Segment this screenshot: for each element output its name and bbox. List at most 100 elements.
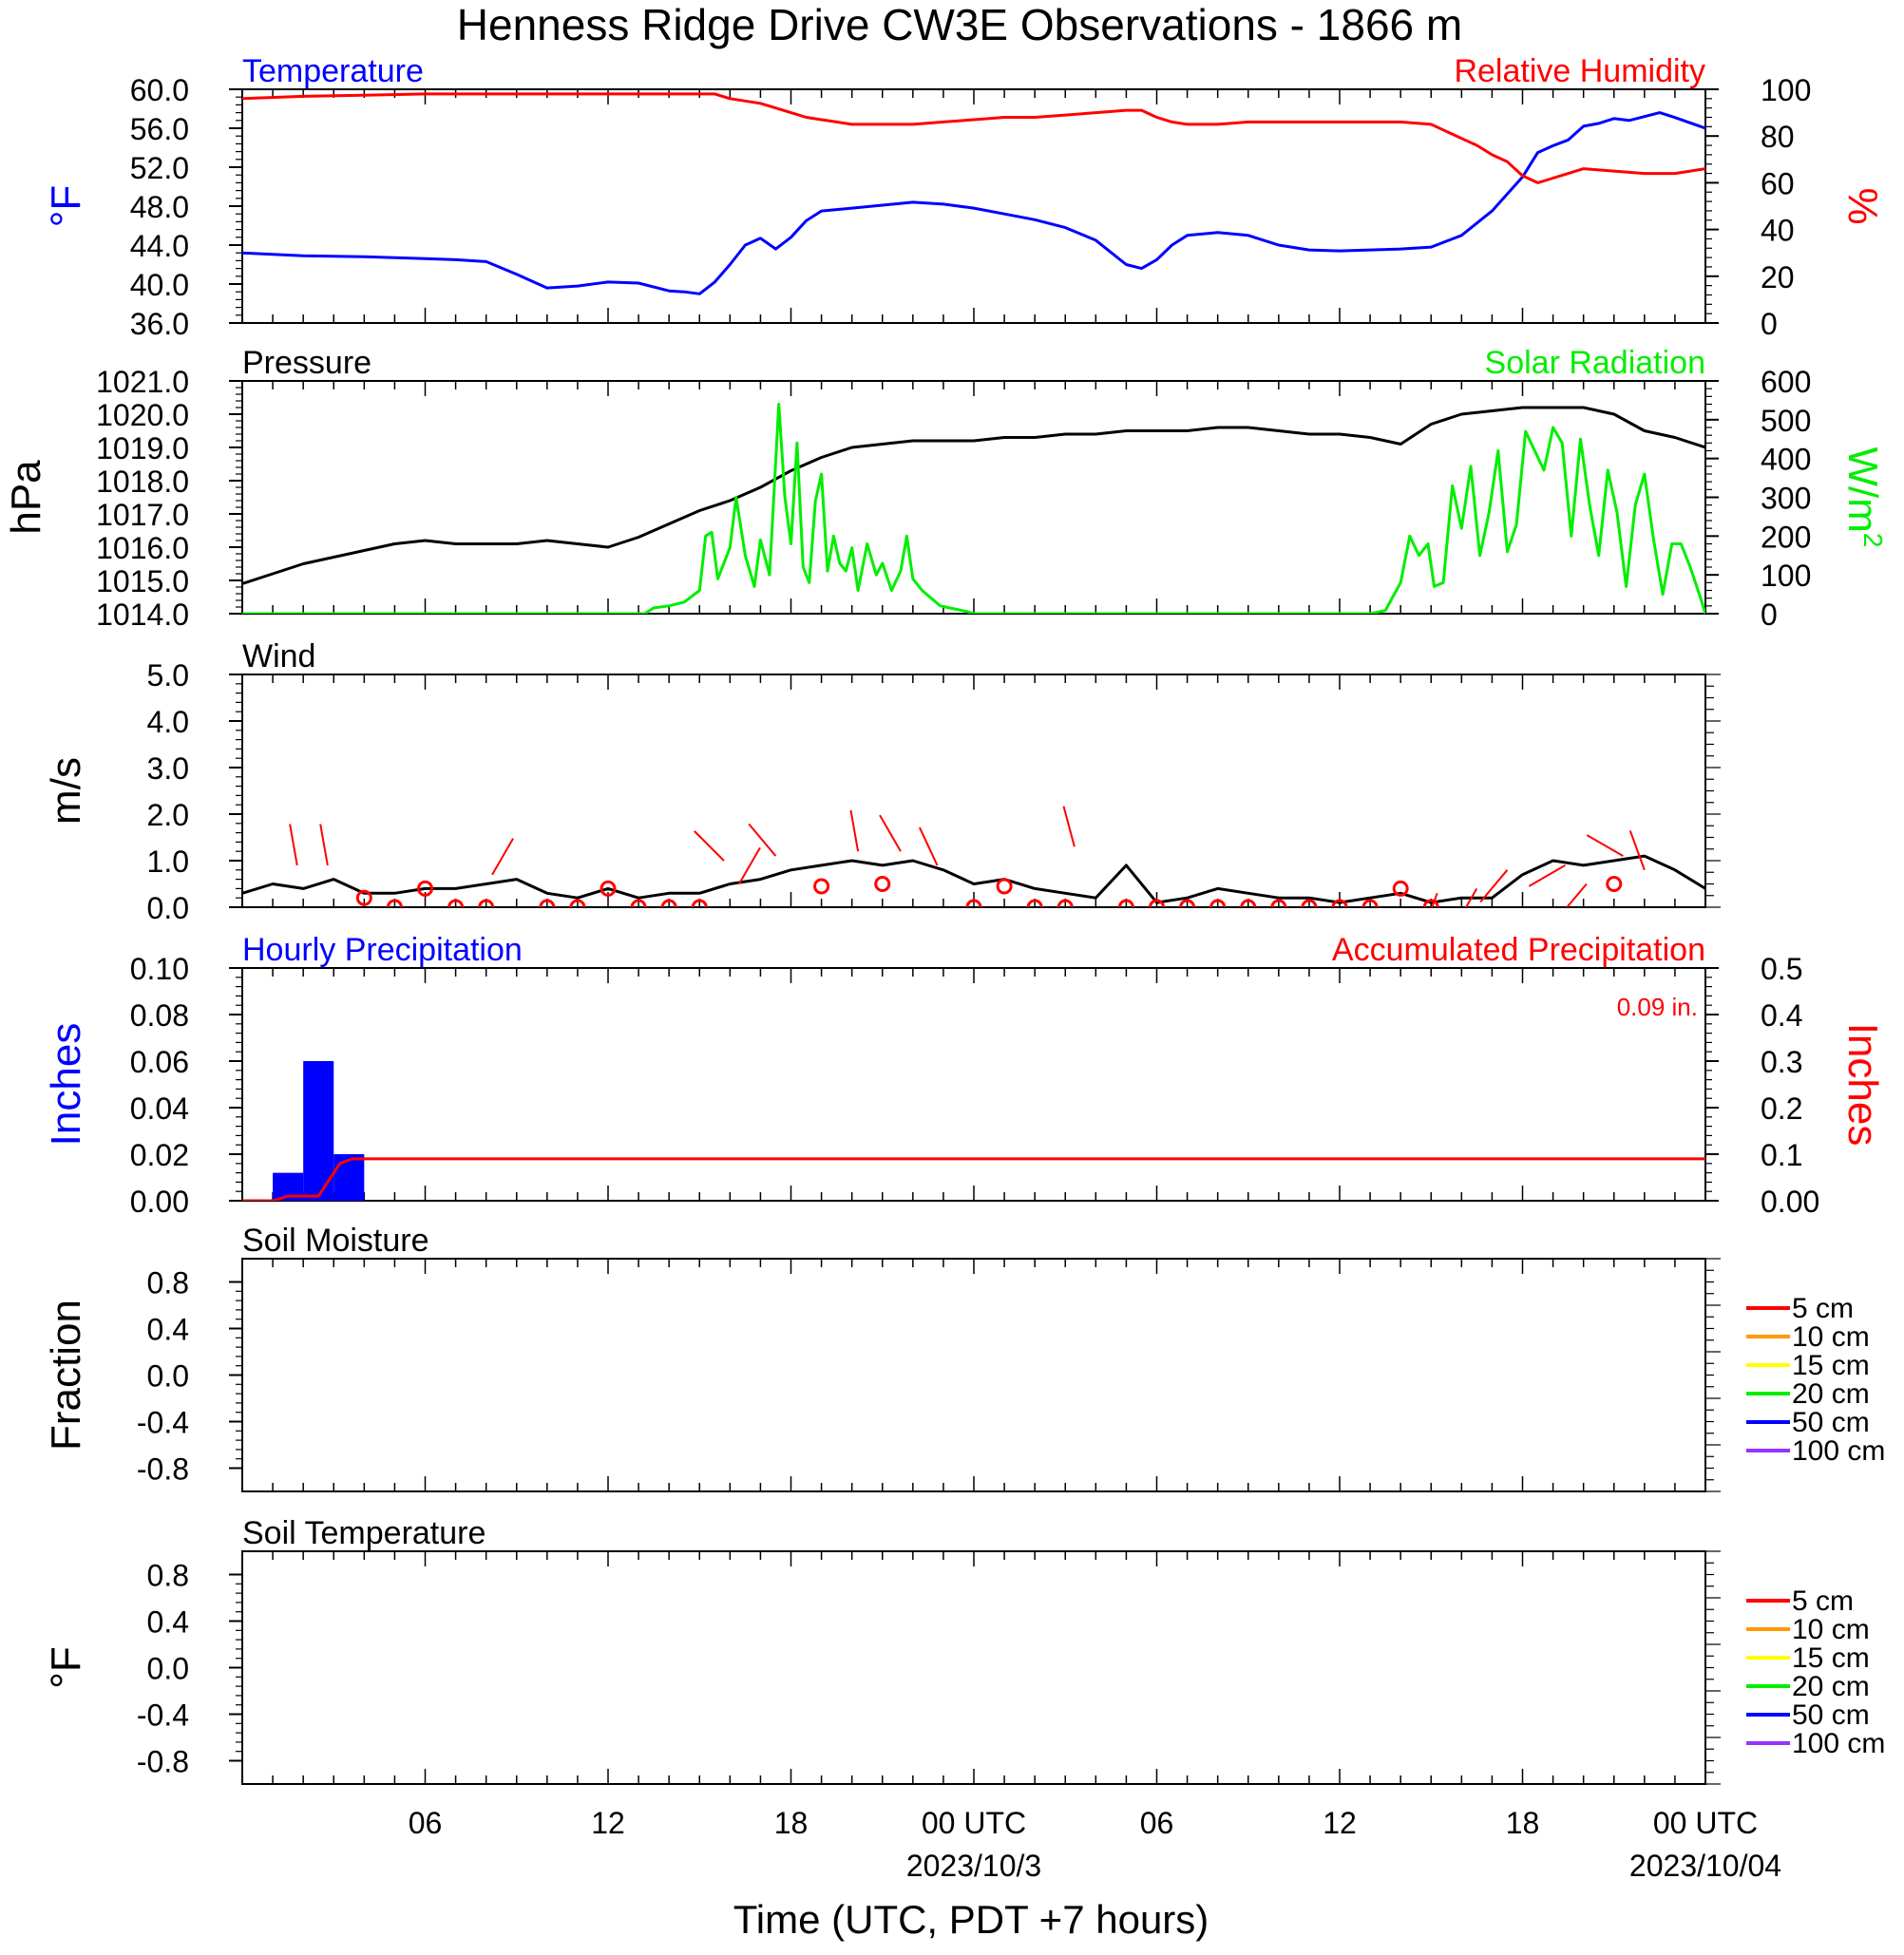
- legend-label: 50 cm: [1792, 1699, 1870, 1731]
- y-tick-label: 40.0: [130, 268, 189, 302]
- wind-barb: [1479, 869, 1509, 903]
- legend-label: 15 cm: [1792, 1350, 1870, 1381]
- panel-precip: 0.10 0.08 0.06 0.04 0.02 0.00 0.5 0.4 0.3 0.2 0.1 0…: [43, 932, 1886, 1219]
- plot-area: [242, 92, 1705, 295]
- panel-title-right: Accumulated Precipitation: [1332, 932, 1705, 968]
- y-tick-label: 0.4: [147, 1605, 189, 1640]
- y2-tick-label: 20: [1761, 260, 1795, 294]
- x-tick-label: 06: [1140, 1806, 1174, 1840]
- calm-marker: [1270, 899, 1287, 907]
- legend-label: 20 cm: [1792, 1671, 1870, 1702]
- y2-tick-label: 40: [1761, 214, 1795, 248]
- legend-label: 50 cm: [1792, 1407, 1870, 1438]
- y-tick-label: 1018.0: [96, 465, 189, 499]
- panel-wind: 5.0 4.0 3.0 2.0 1.0 0.0 Wind m/s: [43, 638, 1721, 925]
- chart-title: Henness Ridge Drive CW3E Observations - …: [457, 0, 1462, 49]
- panel-temp_rh: 60.0 56.0 52.0 48.0 44.0 40.0 36.0 100 80 60 40 20 0…: [43, 53, 1886, 341]
- y-tick-label: 0.02: [130, 1138, 189, 1172]
- panel-title-left: Soil Moisture: [242, 1223, 429, 1259]
- x-date-label: 2023/10/3: [906, 1849, 1041, 1883]
- y2-tick-label: 0.2: [1761, 1091, 1802, 1126]
- legend-label: 5 cm: [1792, 1293, 1854, 1324]
- wind-barb: [1062, 806, 1076, 847]
- calm-marker: [660, 899, 677, 907]
- y-tick-label: -0.8: [137, 1745, 189, 1779]
- y-tick-label: 0.08: [130, 998, 189, 1033]
- panels: 60.056.052.048.044.040.036.0100806040200…: [3, 53, 1888, 1785]
- y-tick-label: 0.0: [147, 891, 189, 925]
- wind-barb: [1566, 883, 1588, 907]
- plot-frame: [241, 380, 1706, 615]
- wind-barb: [748, 823, 777, 857]
- precip-bar: [303, 1061, 334, 1201]
- panel-title-left: Soil Temperature: [242, 1515, 486, 1551]
- calm-marker: [1422, 899, 1439, 907]
- y-tick-label: 0.06: [130, 1045, 189, 1079]
- y2-tick-label: 200: [1761, 520, 1811, 554]
- panel-soil_moist: 0.8 0.4 0.0 -0.4 -0.8 Soil Moisture Fraction 5 …: [43, 1223, 1885, 1492]
- plot-area: [242, 403, 1705, 614]
- calm-marker: [539, 899, 556, 907]
- y-axis-label: °F: [43, 1646, 89, 1688]
- x-tick-label: 12: [591, 1806, 625, 1840]
- x-tick-label: 06: [409, 1806, 443, 1840]
- legend-label: 10 cm: [1792, 1321, 1870, 1353]
- plot-frame: [241, 88, 1706, 324]
- y-tick-label: 2.0: [147, 798, 189, 832]
- wind-barb: [1586, 834, 1624, 857]
- y-tick-label: 1.0: [147, 845, 189, 879]
- y-axis-label: °F: [43, 185, 89, 227]
- x-tick-label: 18: [1506, 1806, 1540, 1840]
- x-tick-label: 18: [774, 1806, 809, 1840]
- x-axis: 06 12 18 00 UTC 2023/10/3 06 12 18 00 UTC 2023/10…: [409, 1806, 1781, 1883]
- y-tick-label: 3.0: [147, 751, 189, 786]
- panel-pres_solar: 1021.01020.01019.01018.01017.01016.01015…: [3, 345, 1888, 632]
- y-tick-label: 48.0: [130, 190, 189, 224]
- y2-tick-label: 300: [1761, 482, 1811, 516]
- y-tick-label: 1017.0: [96, 498, 189, 532]
- y2-tick-label: 0: [1761, 598, 1778, 632]
- y2-axis-label-base: W/m: [1839, 447, 1886, 533]
- calm-marker: [1179, 899, 1196, 907]
- y2-tick-label: 100: [1761, 559, 1811, 593]
- panel-title-left: Pressure: [242, 345, 371, 381]
- plot-frame: [241, 1550, 1706, 1785]
- y2-tick-label: 0.1: [1761, 1138, 1802, 1172]
- x-axis-label: Time (UTC, PDT +7 hours): [733, 1897, 1209, 1942]
- legend-label: 15 cm: [1792, 1642, 1870, 1674]
- series-accumulated-precipitation: [242, 1157, 1705, 1201]
- calm-marker: [874, 876, 891, 892]
- panel-title-left: Hourly Precipitation: [242, 932, 523, 968]
- wind-barb: [319, 824, 329, 866]
- series-relative-humidity: [242, 92, 1705, 184]
- y2-tick-label: 60: [1761, 166, 1795, 200]
- legend-label: 20 cm: [1792, 1378, 1870, 1410]
- y2-tick-label: 0.3: [1761, 1045, 1802, 1079]
- series-solar-radiation: [242, 403, 1705, 614]
- calm-marker: [1057, 899, 1074, 907]
- y-tick-label: 4.0: [147, 705, 189, 739]
- wind-barb: [849, 809, 860, 852]
- calm-marker: [1026, 899, 1043, 907]
- y-tick-label: 0.8: [147, 1559, 189, 1593]
- calm-marker: [1149, 899, 1165, 907]
- y-tick-label: 60.0: [130, 73, 189, 107]
- calm-marker: [386, 899, 403, 907]
- y2-tick-label: 80: [1761, 120, 1795, 154]
- y-axis-label: hPa: [3, 460, 49, 535]
- y-tick-label: -0.8: [137, 1452, 189, 1487]
- panel-title-right: Relative Humidity: [1454, 53, 1705, 89]
- calm-marker: [813, 878, 830, 895]
- calm-marker: [1301, 899, 1318, 907]
- calm-marker: [996, 878, 1013, 895]
- y-tick-label: 0.0: [147, 1652, 189, 1686]
- x-date-label: 2023/10/04: [1629, 1849, 1781, 1883]
- y2-tick-label: 0.4: [1761, 998, 1802, 1033]
- y-axis-label: Fraction: [43, 1300, 89, 1451]
- wind-barb: [918, 826, 939, 866]
- calm-marker: [1331, 899, 1348, 907]
- calm-marker: [478, 899, 495, 907]
- legend-label: 100 cm: [1792, 1435, 1885, 1467]
